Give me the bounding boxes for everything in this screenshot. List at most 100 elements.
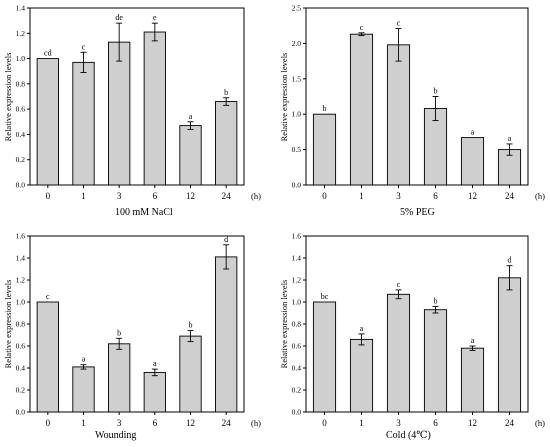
y-tick-label: 0.2 [16,155,26,164]
bar [143,371,166,413]
y-tick-label: 1.0 [16,54,26,63]
significance-letter: a [82,355,86,364]
y-tick-label: 1.2 [292,276,302,285]
y-tick-label: 0.4 [16,130,26,139]
x-tick-label: 24 [505,418,515,428]
y-tick-label: 1.4 [16,254,26,263]
significance-letter: d [224,235,228,244]
y-tick-label: 1.6 [292,232,302,241]
x-tick-label: 1 [81,418,86,428]
y-axis-label: Relative expression levels [3,280,13,369]
y-axis-label: Relative expression levels [279,53,289,142]
bar [143,31,166,186]
significance-letter: c [397,280,401,289]
bar [349,33,374,186]
x-axis-label: 5% PEG [400,207,435,218]
x-tick-label: 0 [322,418,327,428]
y-tick-label: 2.5 [292,4,302,13]
x-tick-label: 6 [153,191,158,201]
x-tick-label: 0 [46,191,51,201]
x-unit-label: (h) [535,191,545,201]
x-tick-label: 1 [359,191,364,201]
significance-letter: cd [44,49,52,58]
y-tick-label: 0.2 [16,386,26,395]
bar [423,309,448,413]
x-unit-label: (h) [251,418,261,428]
significance-letter: bc [321,292,329,301]
significance-letter: c [46,292,50,301]
bar [460,137,485,186]
y-tick-label: 0.6 [16,342,26,351]
significance-letter: e [153,13,157,22]
significance-letter: a [153,359,157,368]
bar [36,58,59,186]
bar [215,101,238,186]
bar [108,343,131,413]
chart-panel-3: 0.0 0.2 0.4 0.6 0.8 1.0 1.2 1.4 1.6 c 0 a 1 b 3 a 6 b 12 d 2… [3,232,261,442]
significance-letter: de [115,13,123,22]
significance-letter: c [397,19,401,28]
y-tick-label: 0.4 [16,364,26,373]
bar [497,277,522,413]
x-axis-label: 100 mM NaCl [115,207,173,218]
y-axis-label: Relative expression levels [3,53,13,142]
x-tick-label: 0 [322,191,327,201]
x-unit-label: (h) [251,191,261,201]
x-tick-label: 12 [468,191,477,201]
y-tick-label: 1.0 [292,298,302,307]
plot-frame [305,7,529,186]
plot-frame [305,235,529,413]
y-axis-label: Relative expression levels [279,280,289,369]
significance-letter: b [117,328,121,337]
significance-letter: c [360,23,364,32]
x-tick-label: 6 [433,418,438,428]
x-tick-label: 1 [81,191,86,201]
y-tick-label: 1.6 [16,232,26,241]
chart-panel-1: 0.0 0.2 0.4 0.6 0.8 1.0 1.2 1.4 cd 0 c 1 de 3 e 6 a 12 b 24… [3,4,261,219]
x-tick-label: 3 [117,191,122,201]
y-tick-label: 1.2 [16,276,26,285]
x-unit-label: (h) [535,418,545,428]
x-tick-label: 12 [468,418,477,428]
y-tick-label: 0.8 [16,79,26,88]
bar [72,61,95,186]
chart-panel-4: 0.0 0.2 0.4 0.6 0.8 1.0 1.2 1.4 1.6 bc 0 a 1 c 3 b 6 a 12 d… [279,232,545,442]
y-tick-label: 0.8 [292,320,302,329]
x-tick-label: 3 [117,418,122,428]
significance-letter: a [189,112,193,121]
x-tick-label: 12 [186,191,195,201]
significance-letter: b [434,296,438,305]
bar [386,44,411,186]
y-tick-label: 1.4 [292,254,302,263]
x-tick-label: 3 [396,191,401,201]
y-tick-label: 0.6 [292,342,302,351]
y-tick-label: 2.0 [292,39,302,48]
y-tick-label: 0.0 [16,181,26,190]
significance-letter: a [508,134,512,143]
significance-letter: d [508,256,512,265]
x-tick-label: 6 [433,191,438,201]
x-tick-label: 24 [505,191,515,201]
x-tick-label: 0 [46,418,51,428]
significance-letter: b [189,321,193,330]
x-tick-label: 1 [359,418,364,428]
y-tick-label: 0.5 [292,145,302,154]
bar [179,125,202,186]
x-axis-label: Cold (4℃) [386,430,431,441]
bar [386,293,411,413]
y-tick-label: 1.4 [16,4,26,13]
significance-letter: c [82,42,86,51]
y-tick-label: 0.8 [16,320,26,329]
significance-letter: b [434,87,438,96]
y-tick-label: 0.0 [16,408,26,417]
bar [215,256,238,413]
x-tick-label: 24 [222,418,232,428]
plot-frame [29,235,245,413]
y-tick-label: 0.4 [292,364,302,373]
significance-letter: a [471,128,475,137]
bar [72,366,95,413]
chart-panel-2: 0.0 0.5 1.0 1.5 2.0 2.5 b 0 c 1 c 3 b 6 a 12 a 24 (h) 5% PE… [279,4,545,219]
x-tick-label: 24 [222,191,232,201]
bar [349,338,374,413]
